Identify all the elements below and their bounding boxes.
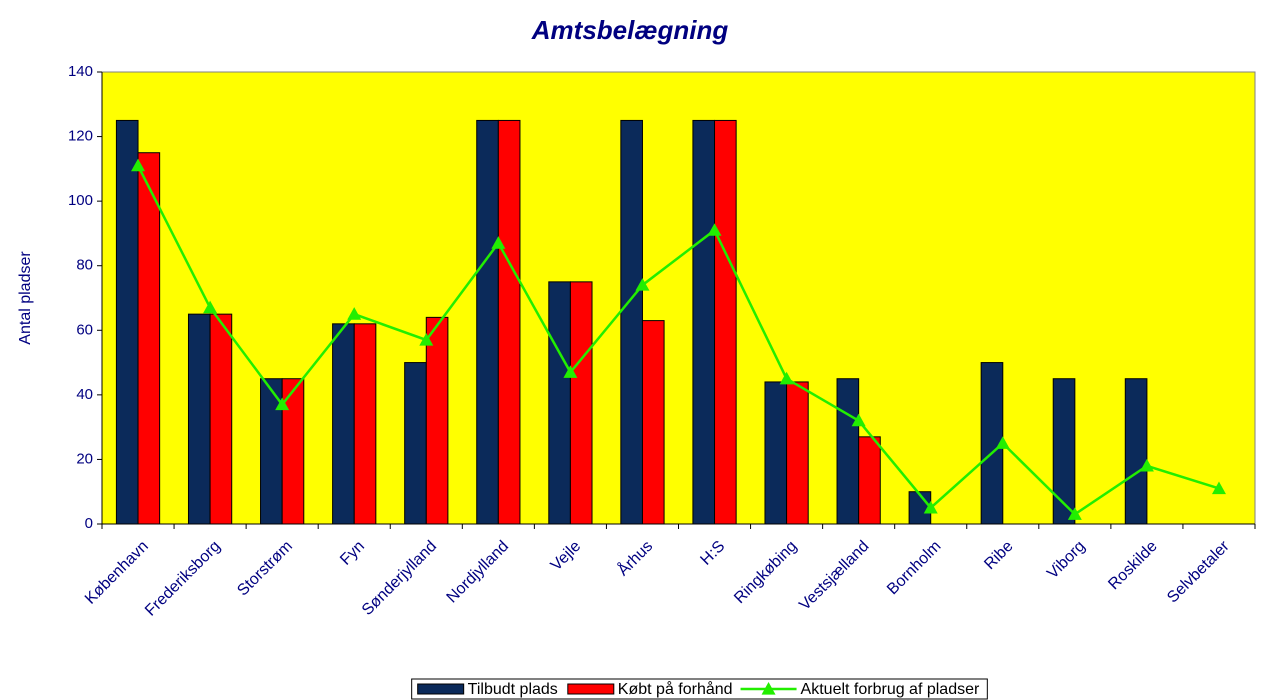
line-marker xyxy=(419,332,434,346)
line-marker xyxy=(131,158,146,172)
bar xyxy=(1052,378,1076,525)
line-marker xyxy=(347,307,362,320)
bar xyxy=(476,119,499,525)
x-tick-label: Vejle xyxy=(548,538,585,575)
legend-swatch xyxy=(417,683,465,695)
x-tick-label: København xyxy=(82,538,152,608)
y-tick-label: 80 xyxy=(76,257,93,274)
legend-box xyxy=(411,678,988,700)
legend-label: Aktuelt forbrug af pladser xyxy=(801,681,980,698)
y-axis-label: Antal pladser xyxy=(17,251,34,345)
bar xyxy=(137,152,161,525)
line-marker xyxy=(707,223,722,236)
legend-marker xyxy=(761,682,776,695)
x-tick-label: Storstrøm xyxy=(234,538,296,600)
y-tick-label: 100 xyxy=(68,192,93,209)
x-tick-label: Nordjylland xyxy=(444,538,513,607)
x-tick-label: Selvbetaler xyxy=(1164,537,1233,606)
bar xyxy=(620,119,643,525)
x-tick-label: Vestsjælland xyxy=(796,538,872,614)
bar xyxy=(836,378,860,525)
y-tick-label: 20 xyxy=(76,450,93,467)
line-marker xyxy=(635,278,650,291)
x-tick-label: Ribe xyxy=(981,538,1016,573)
bar xyxy=(187,313,211,525)
bar xyxy=(115,119,139,525)
line-marker xyxy=(995,436,1010,449)
bar xyxy=(641,320,665,525)
bar xyxy=(764,381,788,525)
bar xyxy=(786,381,809,525)
line-marker xyxy=(203,300,218,314)
x-tick-label: Bornholm xyxy=(884,538,944,598)
bar xyxy=(497,119,521,525)
y-tick-label: 60 xyxy=(76,321,93,338)
y-tick-label: 0 xyxy=(85,515,93,532)
bar xyxy=(858,436,881,525)
line-marker xyxy=(1139,458,1154,472)
line-marker xyxy=(563,365,578,378)
bar xyxy=(332,323,355,525)
x-tick-label: Frederiksborg xyxy=(142,538,224,620)
x-tick-label: Sønderjylland xyxy=(359,538,440,619)
x-tick-label: Fyn xyxy=(337,538,368,569)
line-marker xyxy=(1211,481,1226,495)
bar xyxy=(353,323,377,525)
legend-label: Tilbudt plads xyxy=(468,681,558,698)
x-tick-label: Ringkøbing xyxy=(731,538,800,607)
legend: Tilbudt plads Købt på forhånd Aktuelt forb… xyxy=(411,678,988,700)
x-tick-label: Viborg xyxy=(1044,538,1089,583)
line-marker xyxy=(923,500,938,514)
bar xyxy=(714,119,737,525)
chart-title: Amtsbelægning xyxy=(531,15,729,45)
line-marker xyxy=(1067,507,1082,520)
bar xyxy=(548,281,571,525)
line-marker xyxy=(779,371,794,385)
legend-label: Købt på forhånd xyxy=(618,680,733,698)
bar xyxy=(404,362,427,525)
y-tick-label: 140 xyxy=(68,63,93,80)
bar xyxy=(281,378,305,525)
legend-swatch xyxy=(567,683,615,695)
x-tick-label: H:S xyxy=(697,538,728,569)
line-marker xyxy=(851,413,866,427)
y-tick-label: 120 xyxy=(68,128,93,145)
bar xyxy=(692,119,716,525)
bar xyxy=(209,313,233,525)
line-marker xyxy=(491,236,506,249)
x-tick-label: Roskilde xyxy=(1105,538,1160,593)
bar xyxy=(569,281,593,525)
y-tick-label: 40 xyxy=(76,386,93,403)
line-marker xyxy=(275,397,290,411)
x-tick-label: Århus xyxy=(613,536,656,579)
bar xyxy=(1124,378,1148,525)
bar xyxy=(425,316,449,525)
line xyxy=(136,165,1220,516)
